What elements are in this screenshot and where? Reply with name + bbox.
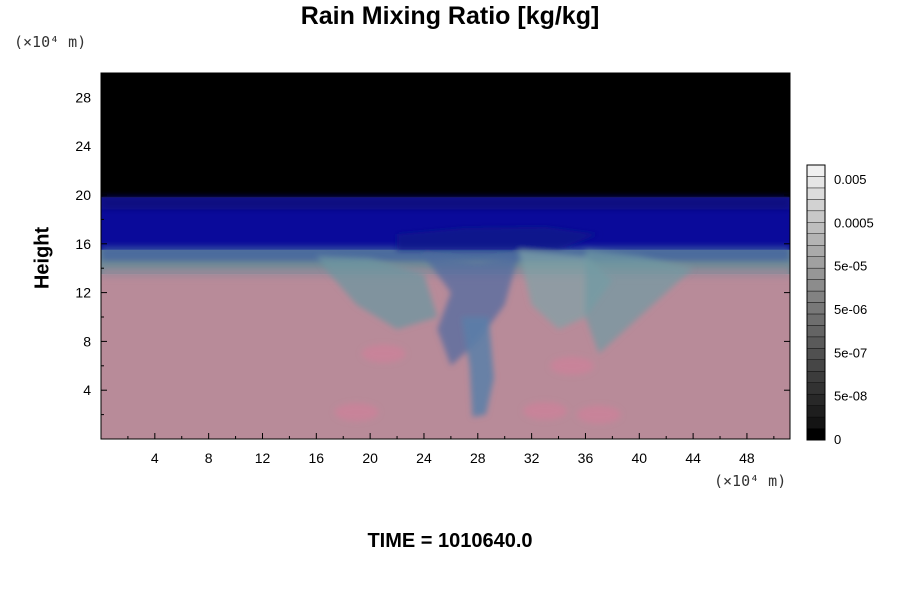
colorbar-swatch: [806, 428, 826, 441]
band-edge-top: [101, 196, 790, 210]
field-layer-top-dry: [101, 73, 790, 198]
x-tick-label: 40: [631, 450, 647, 466]
colorbar-swatch: [806, 416, 826, 429]
time-label: TIME = 1010640.0: [367, 530, 533, 552]
colorbar-swatch: [806, 187, 826, 200]
plume-6: [461, 317, 494, 417]
x-tick-label: 24: [416, 450, 432, 466]
x-tick-label: 32: [524, 450, 540, 466]
colorbar-swatch: [806, 199, 826, 212]
plume-4: [585, 249, 694, 354]
colorbar-swatch: [806, 256, 826, 269]
colorbar-swatch: [806, 302, 826, 315]
colorbar-label: 0.0005: [834, 215, 874, 230]
x-tick-label: 36: [578, 450, 594, 466]
x-tick-label: 20: [362, 450, 378, 466]
convection-plumes: [316, 226, 694, 424]
field-layer-lower-moist: [101, 274, 790, 439]
colorbar-swatch: [806, 359, 826, 372]
colorbar-swatch: [806, 336, 826, 349]
colorbar-swatch: [806, 290, 826, 303]
colorbar-swatch: [806, 245, 826, 257]
y-tick-label: 20: [75, 187, 91, 203]
colorbar-swatch: [806, 233, 826, 246]
x-unit-label: (×10⁴ m): [714, 472, 787, 490]
colorbar-swatch: [806, 176, 826, 189]
colorbar-swatch: [806, 279, 826, 292]
colorbar-label: 5e-05: [834, 259, 867, 274]
chart-title: Rain Mixing Ratio [kg/kg]: [300, 2, 600, 30]
x-tick-label: 12: [255, 450, 271, 466]
colorbar-swatch: [806, 371, 826, 383]
y-tick-label: 28: [75, 89, 91, 105]
plume-1: [316, 256, 438, 330]
rain-blob-3: [576, 405, 621, 424]
colorbar-frame: [806, 164, 826, 441]
y-tick-label: 16: [75, 236, 91, 252]
y-unit-label: (×10⁴ m): [14, 33, 87, 51]
colorbar-swatch: [806, 348, 826, 360]
colorbar-label: 5e-07: [834, 345, 867, 360]
y-tick-label: 12: [75, 285, 91, 301]
plume-2: [424, 256, 519, 366]
x-tick-label: 28: [470, 450, 486, 466]
y-tick-label: 4: [83, 382, 91, 398]
y-tick-label: 24: [75, 138, 91, 154]
rain-blob-1: [334, 403, 379, 422]
y-tick-label: 8: [83, 333, 91, 349]
colorbar-label: 0.005: [834, 172, 867, 187]
plume-5: [397, 226, 599, 250]
colorbar-swatch: [806, 164, 826, 177]
x-tick-label: 4: [151, 450, 159, 466]
rain-blob-5: [549, 356, 594, 375]
colorbar-swatch: [806, 393, 826, 406]
colorbar-swatch: [806, 313, 826, 326]
colorbar-swatch: [806, 222, 826, 234]
x-tick-label: 44: [685, 450, 701, 466]
plot-frame: [100, 72, 791, 440]
colorbar-label: 0: [834, 432, 841, 447]
colorbar-swatch: [806, 405, 826, 418]
x-tick-label: 8: [205, 450, 213, 466]
x-tick-label: 16: [309, 450, 325, 466]
colorbar-swatch: [806, 382, 826, 395]
colorbar-swatch: [806, 267, 826, 280]
colorbar-swatch: [806, 325, 826, 338]
colorbar-label: 5e-08: [834, 389, 867, 404]
x-tick-label: 48: [739, 450, 755, 466]
colorbar-label: 5e-06: [834, 302, 867, 317]
rain-blob-2: [523, 401, 568, 420]
rain-blob-4: [361, 344, 406, 363]
colorbar-swatch: [806, 210, 826, 223]
